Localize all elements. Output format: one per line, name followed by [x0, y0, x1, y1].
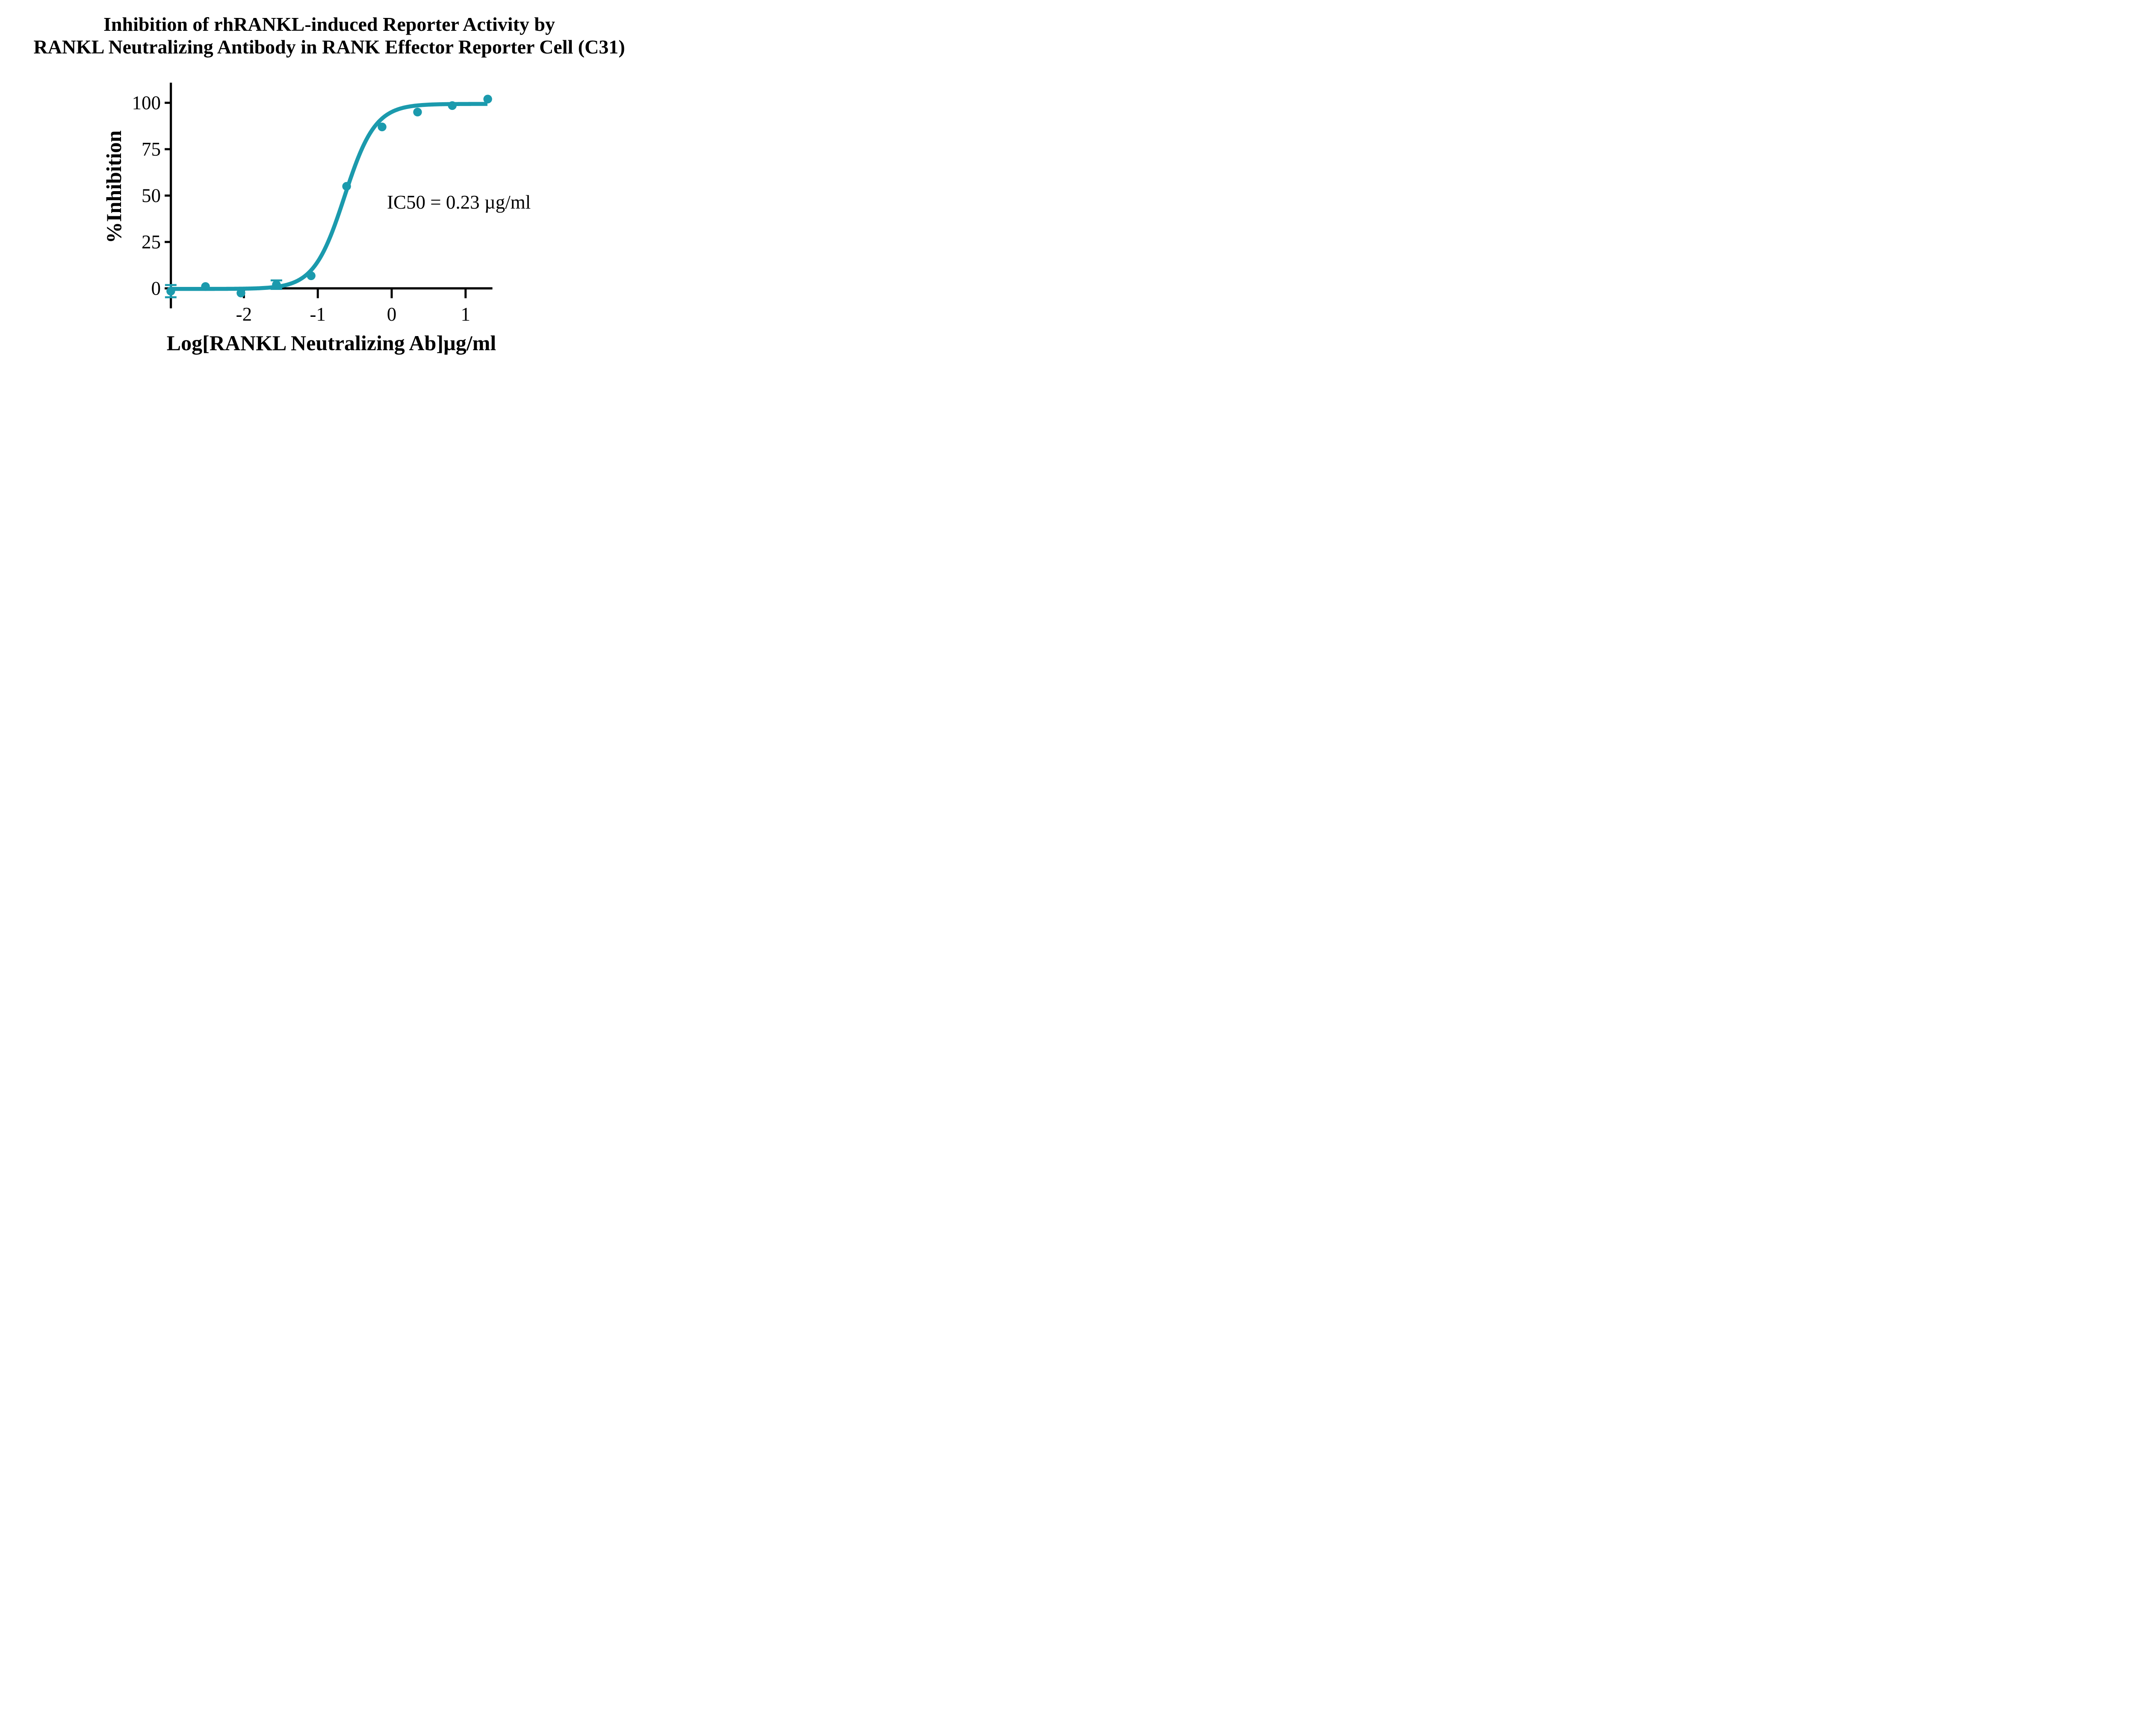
data-point: [413, 107, 422, 117]
y-tick-label: 25: [142, 231, 161, 253]
y-tick-label: 0: [151, 278, 161, 299]
data-point: [201, 282, 210, 291]
tick-labels-group: -2 -1 0 1 0 25 50 75 100: [132, 92, 471, 325]
chart-title: Inhibition of rhRANKL-induced Reporter A…: [0, 13, 659, 59]
chart-title-line-2: RANKL Neutralizing Antibody in RANK Effe…: [33, 36, 625, 58]
y-tick-label: 75: [142, 139, 161, 160]
x-tick-label: -1: [310, 304, 326, 325]
data-point: [166, 286, 175, 296]
y-axis-label: %Inhibition: [102, 130, 126, 243]
data-point: [342, 182, 351, 191]
data-point: [378, 122, 387, 132]
y-tick-label: 50: [142, 185, 161, 206]
figure-rankl-inhibition-chart: Inhibition of rhRANKL-induced Reporter A…: [0, 0, 659, 364]
data-point: [307, 271, 316, 280]
chart-title-line-1: Inhibition of rhRANKL-induced Reporter A…: [103, 13, 555, 35]
dose-response-curve: [170, 102, 489, 291]
data-point: [272, 280, 281, 289]
fit-curve-group: [170, 102, 489, 291]
data-point: [448, 101, 457, 110]
data-points-group: [166, 94, 492, 298]
y-tick-label: 100: [132, 92, 161, 113]
x-axis-label: Log[RANKL Neutralizing Ab]µg/ml: [167, 331, 496, 355]
x-tick-label: -2: [236, 304, 252, 325]
x-tick-label: 0: [387, 304, 397, 325]
x-tick-label: 1: [461, 304, 471, 325]
chart-canvas: -2 -1 0 1 0 25 50 75 100 IC50 = 0.23 µg/ml Log[R…: [102, 83, 531, 355]
data-point: [483, 94, 492, 103]
data-point: [236, 289, 245, 298]
ic50-annotation: IC50 = 0.23 µg/ml: [387, 192, 531, 213]
